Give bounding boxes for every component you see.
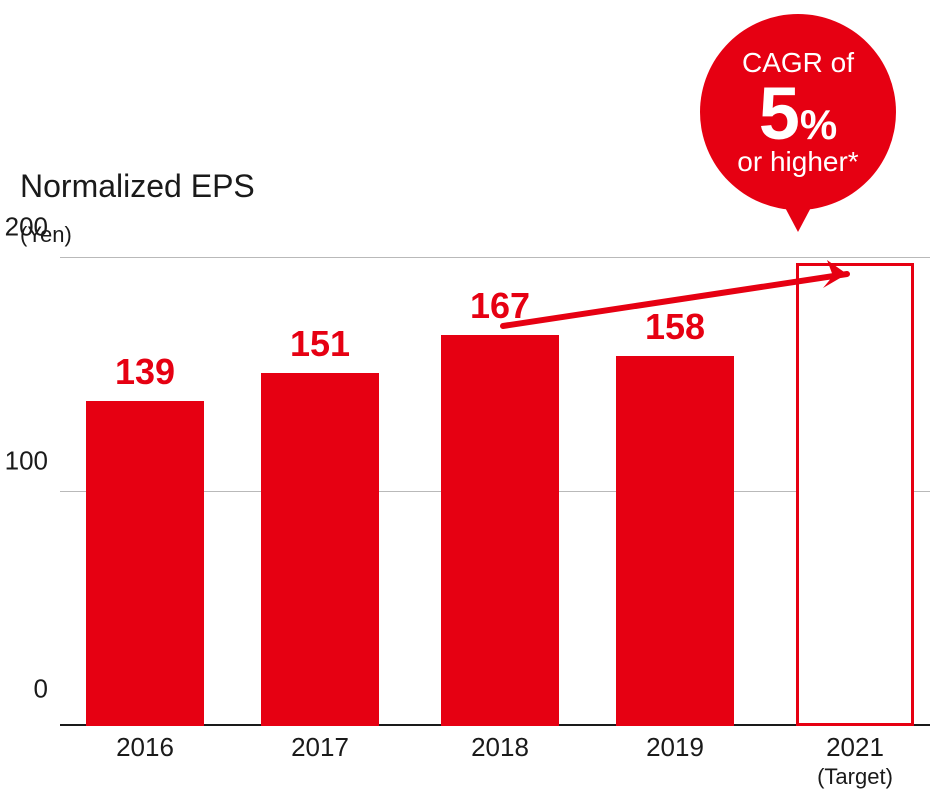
x-category-label: 2016 — [116, 732, 174, 763]
callout-line1: CAGR of — [742, 48, 854, 77]
x-category-label: 2018 — [471, 732, 529, 763]
bar-2017: 151 — [261, 373, 379, 726]
callout-line3: or higher* — [737, 147, 858, 176]
bar-2016: 139 — [86, 401, 204, 726]
bar-value-label: 151 — [290, 323, 350, 365]
callout-percent: % — [800, 101, 837, 148]
bar-value-label: 167 — [470, 285, 530, 327]
bar-value-label: 158 — [645, 306, 705, 348]
x-category-label: 2017 — [291, 732, 349, 763]
callout-number: 5 — [759, 72, 800, 155]
bar-2019: 158 — [616, 356, 734, 726]
bar-value-label: 139 — [115, 351, 175, 393]
callout-value: 5% — [759, 77, 838, 151]
x-category-label: 2021 — [826, 732, 884, 763]
y-tick-label: 0 — [34, 673, 48, 704]
x-category-sublabel: (Target) — [817, 764, 893, 790]
y-tick-label: 200 — [5, 212, 48, 243]
gridline — [60, 257, 930, 258]
cagr-callout: CAGR of 5% or higher* — [700, 14, 896, 210]
callout-tail-icon — [780, 198, 816, 232]
plot-area: 010020013920161512017167201815820192021(… — [60, 258, 930, 726]
cagr-callout-bubble: CAGR of 5% or higher* — [700, 14, 896, 210]
chart-title: Normalized EPS — [20, 168, 255, 205]
x-category-label: 2019 — [646, 732, 704, 763]
bar-2018: 167 — [441, 335, 559, 726]
y-tick-label: 100 — [5, 446, 48, 477]
bar-2021 — [796, 263, 914, 726]
eps-chart: Normalized EPS (Yen) 0100200139201615120… — [0, 0, 946, 792]
